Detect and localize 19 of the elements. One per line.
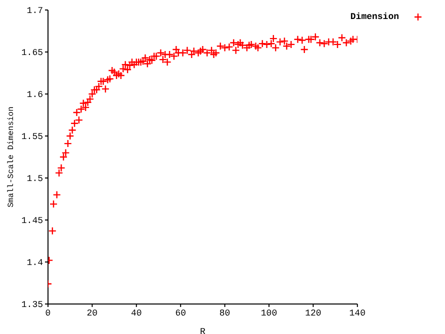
legend-label: Dimension bbox=[350, 12, 399, 22]
x-tick-label: 140 bbox=[349, 308, 366, 318]
y-tick-label: 1.55 bbox=[21, 132, 43, 142]
x-tick-label: 100 bbox=[260, 308, 278, 318]
x-axis-title: R bbox=[200, 327, 206, 334]
x-tick-label: 20 bbox=[86, 308, 98, 318]
y-axis-title: Small-Scale Dimension bbox=[6, 106, 16, 208]
x-tick-label: 120 bbox=[305, 308, 322, 318]
x-tick-label: 60 bbox=[175, 308, 186, 318]
y-tick-label: 1.6 bbox=[26, 90, 43, 100]
x-tick-label: 40 bbox=[130, 308, 142, 318]
y-tick-label: 1.4 bbox=[26, 258, 43, 268]
y-tick-label: 1.35 bbox=[21, 300, 43, 310]
x-tick-label: 80 bbox=[219, 308, 230, 318]
y-tick-label: 1.45 bbox=[21, 216, 43, 226]
y-tick-label: 1.7 bbox=[26, 6, 43, 16]
x-tick-label: 0 bbox=[45, 308, 51, 318]
y-tick-label: 1.5 bbox=[26, 174, 43, 184]
y-tick-label: 1.65 bbox=[21, 48, 43, 58]
